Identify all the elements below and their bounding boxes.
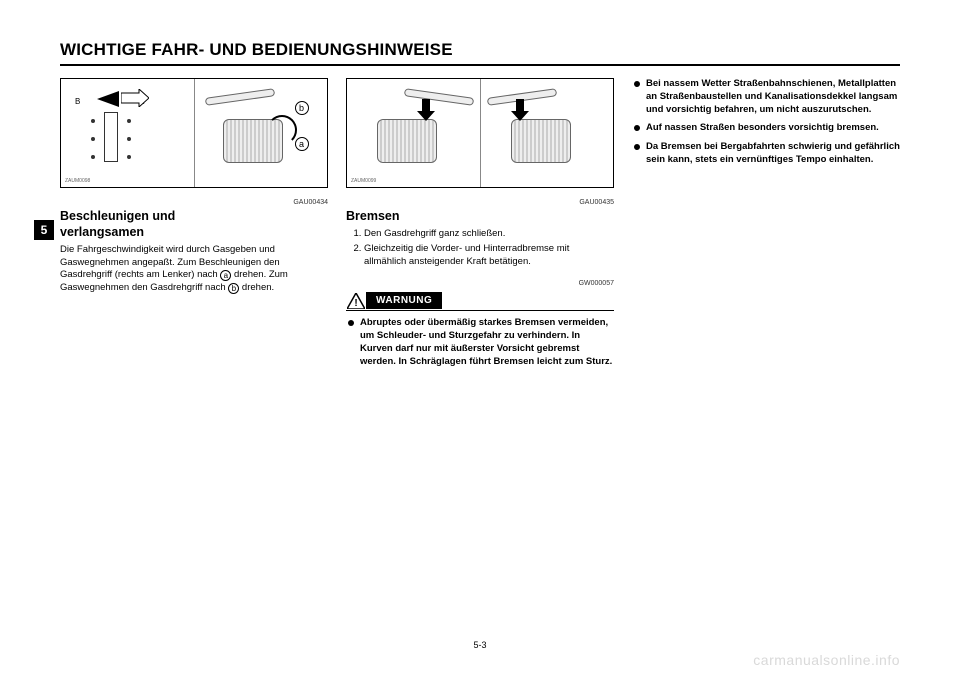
- brakes-step-2: Gleichzeitig die Vorder- und Hinterrad­b…: [364, 243, 614, 269]
- arrow-left-icon: [97, 91, 119, 107]
- brake-lever-left-icon: [403, 88, 473, 106]
- manual-page: 5 WICHTIGE FAHR- UND BEDIENUNGSHINWEISE: [0, 0, 960, 678]
- heading-accel: Beschleunigen und verlangsamen: [60, 209, 328, 240]
- brake-lever-icon: [204, 88, 274, 106]
- inline-circle-b: b: [228, 283, 239, 294]
- arrow-down-icon: [417, 99, 435, 121]
- warning-banner: ! WARNUNG: [346, 292, 614, 310]
- heading-accel-l1: Beschleunigen und: [60, 209, 175, 223]
- chapter-tab: 5: [34, 220, 54, 240]
- warning-bullets: Abruptes oder übermäßig starkes Bremsen …: [346, 317, 614, 368]
- column-1: B A ZAUM0098 b a GAU00434: [60, 78, 328, 375]
- ref-code-1: GAU00434: [60, 198, 328, 207]
- warning-bullet-3: Auf nassen Straßen besonders vor­sichtig…: [632, 122, 900, 135]
- circle-a: a: [295, 137, 309, 151]
- figure-code-2: ZAUM0099: [351, 178, 376, 185]
- accel-body-3: drehen.: [239, 282, 274, 293]
- heading-accel-l2: verlangsamen: [60, 225, 144, 239]
- figure-throttle: B A ZAUM0098 b a: [60, 78, 328, 188]
- content-columns: B A ZAUM0098 b a GAU00434: [60, 78, 900, 375]
- ref-code-2: GAU00435: [346, 198, 614, 207]
- arrow-right-outline-icon: [121, 89, 149, 107]
- warn-ref-code: GW000057: [346, 279, 614, 288]
- grip-right-icon: [511, 119, 571, 163]
- heading-brakes: Bremsen: [346, 209, 614, 225]
- brakes-steps: Den Gasdrehgriff ganz schließen. Gleichz…: [346, 228, 614, 268]
- arrow-down-icon-2: [511, 99, 529, 121]
- figure-throttle-right: b a: [195, 79, 328, 187]
- warning-bullets-continued: Bei nassem Wetter Straßenbahn­schienen, …: [632, 78, 900, 167]
- grip-left-icon: [377, 119, 437, 163]
- brakes-step-1: Den Gasdrehgriff ganz schließen.: [364, 228, 614, 241]
- watermark: carmanualsonline.info: [753, 652, 900, 668]
- warning-underline: [346, 310, 614, 311]
- figure-brakes-left: ZAUM0099: [347, 79, 481, 187]
- figure-code-1: ZAUM0098: [65, 178, 90, 185]
- rotate-arrow-icon: [267, 115, 297, 145]
- warning-bullet-2: Bei nassem Wetter Straßenbahn­schienen, …: [632, 78, 900, 116]
- svg-text:!: !: [354, 298, 357, 309]
- chapter-tab-label: 5: [41, 223, 48, 237]
- warning-label: WARNUNG: [366, 292, 442, 310]
- gauge-icon: [81, 107, 141, 167]
- figure-brakes: ZAUM0099: [346, 78, 614, 188]
- warning-triangle-icon: !: [346, 292, 366, 310]
- label-b: B: [75, 97, 80, 108]
- warning-bullet-4: Da Bremsen bei Bergabfahrten schwierig u…: [632, 141, 900, 167]
- inline-circle-a: a: [220, 270, 231, 281]
- figure-throttle-left: B A ZAUM0098: [61, 79, 195, 187]
- column-3: Bei nassem Wetter Straßenbahn­schienen, …: [632, 78, 900, 375]
- accel-body: Die Fahrgeschwindigkeit wird durch Gas­g…: [60, 244, 328, 295]
- warning-bullet-1: Abruptes oder übermäßig starkes Bremsen …: [346, 317, 614, 368]
- page-number: 5-3: [0, 640, 960, 650]
- page-title: WICHTIGE FAHR- UND BEDIENUNGSHINWEISE: [60, 40, 900, 66]
- figure-brakes-right: [481, 79, 614, 187]
- column-2: ZAUM0099 GAU00435 Bremsen Den Gasdrehgri…: [346, 78, 614, 375]
- circle-b: b: [295, 101, 309, 115]
